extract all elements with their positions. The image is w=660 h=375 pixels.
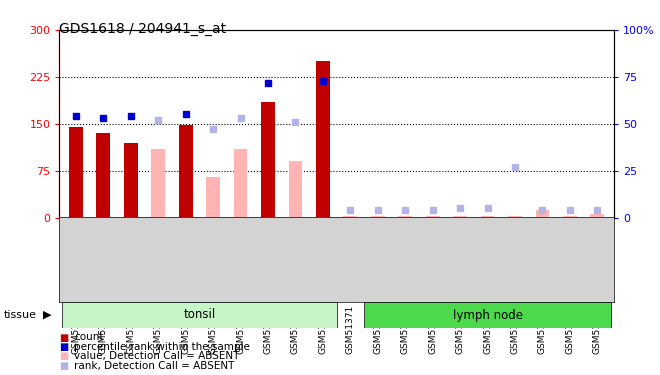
- Text: percentile rank within the sample: percentile rank within the sample: [74, 342, 249, 352]
- Bar: [371, 216, 385, 217]
- Bar: [453, 216, 467, 217]
- Bar: [343, 216, 357, 217]
- FancyBboxPatch shape: [364, 302, 611, 328]
- Text: ■: ■: [59, 333, 69, 342]
- Text: count: count: [74, 333, 104, 342]
- Bar: [316, 61, 330, 217]
- Bar: [69, 127, 82, 218]
- Bar: [591, 214, 604, 217]
- Bar: [206, 177, 220, 218]
- Bar: [124, 142, 138, 218]
- Bar: [563, 216, 577, 217]
- Text: lymph node: lymph node: [453, 309, 523, 321]
- Text: value, Detection Call = ABSENT: value, Detection Call = ABSENT: [74, 351, 240, 361]
- Bar: [426, 216, 440, 217]
- Bar: [151, 149, 165, 217]
- Text: GDS1618 / 204941_s_at: GDS1618 / 204941_s_at: [59, 22, 226, 36]
- Text: ■: ■: [59, 351, 69, 361]
- Bar: [399, 216, 412, 217]
- Text: tonsil: tonsil: [183, 309, 216, 321]
- FancyBboxPatch shape: [62, 302, 337, 328]
- Bar: [179, 125, 193, 217]
- Bar: [261, 102, 275, 218]
- Text: ■: ■: [59, 342, 69, 352]
- Bar: [288, 161, 302, 218]
- Bar: [480, 216, 494, 217]
- Text: ▶: ▶: [43, 310, 51, 320]
- Bar: [96, 133, 110, 218]
- Bar: [508, 216, 522, 217]
- Text: ■: ■: [59, 361, 69, 370]
- Bar: [535, 210, 549, 218]
- Text: rank, Detection Call = ABSENT: rank, Detection Call = ABSENT: [74, 361, 234, 370]
- Text: tissue: tissue: [3, 310, 36, 320]
- Bar: [234, 149, 248, 217]
